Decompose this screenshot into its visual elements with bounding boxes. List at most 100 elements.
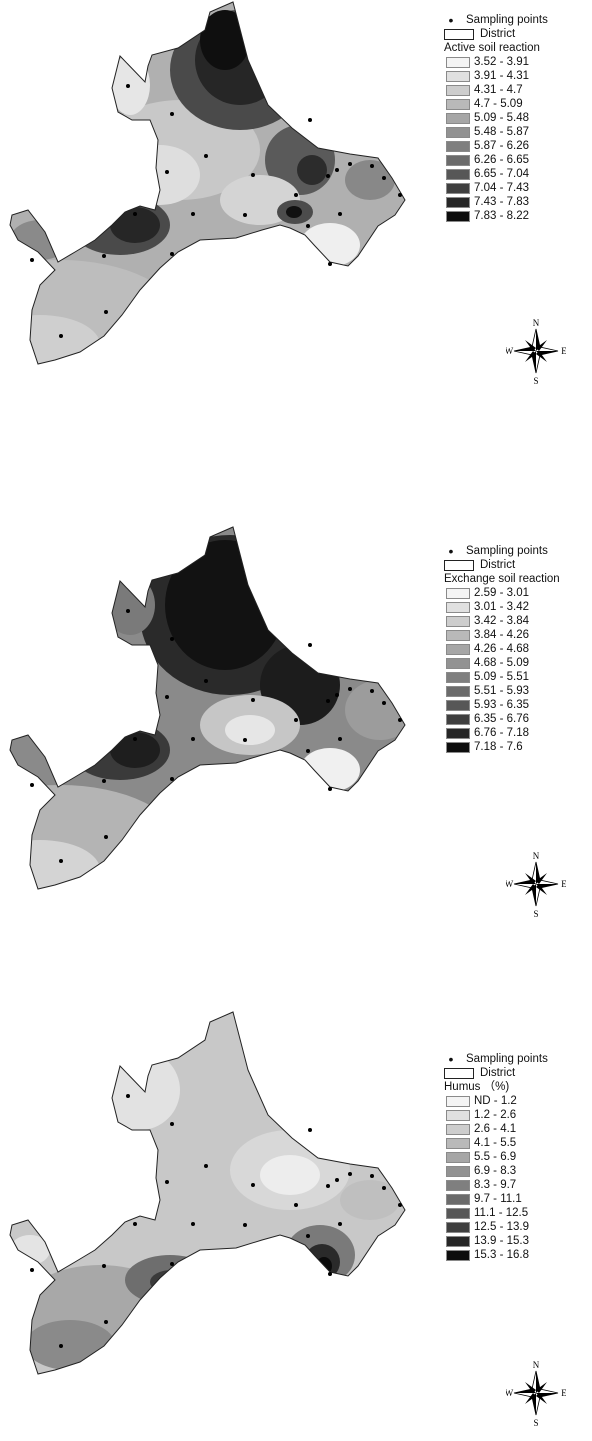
legend-swatch (446, 1095, 470, 1107)
legend-swatch (446, 1137, 470, 1149)
sampling-point-symbol: • (448, 543, 454, 559)
legend-range: 4.7 - 5.09 (474, 98, 523, 110)
legend-range: 4.31 - 4.7 (474, 84, 523, 96)
compass-label-w: W (506, 346, 514, 356)
choropleth-map-humus (9, 1011, 406, 1375)
legend-swatch (446, 98, 470, 110)
legend-swatch (446, 615, 470, 627)
legend-class: 4.1 - 5.5 (444, 1136, 548, 1150)
legend-class: 6.26 - 6.65 (444, 153, 548, 167)
legend-label: Sampling points (466, 545, 548, 557)
legend-class: 4.26 - 4.68 (444, 642, 560, 656)
legend-range: 8.3 - 9.7 (474, 1179, 517, 1191)
legend-swatch (446, 1221, 470, 1233)
legend-class: 3.52 - 3.91 (444, 55, 548, 69)
compass-label-n: N (533, 1360, 540, 1370)
legend-class: 2.59 - 3.01 (444, 586, 560, 600)
legend-swatch (446, 1193, 470, 1205)
legend-label: District (480, 1067, 516, 1079)
legend-swatch (446, 629, 470, 641)
legend-class: 6.65 - 7.04 (444, 167, 548, 181)
legend-range: 5.09 - 5.51 (474, 671, 529, 683)
legend-class: 15.3 - 16.8 (444, 1248, 548, 1262)
legend-range: 6.26 - 6.65 (474, 154, 529, 166)
choropleth-map-active-soil-reaction (9, 1, 406, 365)
legend-class: 9.7 - 11.1 (444, 1192, 548, 1206)
legend-swatch (446, 1207, 470, 1219)
legend-swatch (446, 1179, 470, 1191)
legend-swatch (446, 741, 470, 753)
legend-class: 7.18 - 7.6 (444, 740, 560, 754)
legend-range: 9.7 - 11.1 (474, 1193, 522, 1205)
legend-swatch (446, 154, 470, 166)
legend-swatch (446, 1235, 470, 1247)
legend-range: 6.76 - 7.18 (474, 727, 529, 739)
legend-swatch (446, 657, 470, 669)
sampling-points (30, 1094, 402, 1348)
legend-swatch (446, 727, 470, 739)
legend-class: 7.43 - 7.83 (444, 195, 548, 209)
compass-rose-icon: N S E W (506, 318, 566, 386)
legend-range: 4.26 - 4.68 (474, 643, 529, 655)
sampling-points (30, 84, 402, 338)
compass-rose-icon: N S E W (506, 1360, 566, 1428)
legend-class: 5.93 - 6.35 (444, 698, 560, 712)
legend-class: 3.01 - 3.42 (444, 600, 560, 614)
legend-range: 4.1 - 5.5 (474, 1137, 517, 1149)
compass-rose-icon: N S E W (506, 851, 566, 919)
legend-swatch (446, 126, 470, 138)
compass-label-n: N (533, 318, 540, 328)
legend-class: 4.31 - 4.7 (444, 83, 548, 97)
legend-swatch (446, 168, 470, 180)
legend-range: 3.01 - 3.42 (474, 601, 529, 613)
district-boundary (9, 526, 406, 890)
legend-active-soil-reaction: • Sampling points District Active soil reac… (444, 13, 548, 223)
legend-swatch (446, 70, 470, 82)
choropleth-map-exchange-soil-reaction (9, 526, 406, 890)
legend-swatch (446, 643, 470, 655)
compass-label-e: E (561, 1388, 566, 1398)
legend-range: 11.1 - 12.5 (474, 1207, 529, 1219)
legend-swatch (446, 699, 470, 711)
legend-sampling-points: • Sampling points (444, 544, 560, 558)
legend-swatch (446, 671, 470, 683)
sampling-point-symbol: • (448, 1051, 454, 1067)
legend-class: 6.76 - 7.18 (444, 726, 560, 740)
legend-class: 3.91 - 4.31 (444, 69, 548, 83)
district-symbol (444, 559, 474, 571)
district-symbol (444, 28, 474, 40)
legend-swatch (446, 56, 470, 68)
legend-range: 5.48 - 5.87 (474, 126, 529, 138)
legend-range: 5.87 - 6.26 (474, 140, 529, 152)
legend-class: ND - 1.2 (444, 1094, 548, 1108)
legend-swatch (446, 587, 470, 599)
legend-class: 7.04 - 7.43 (444, 181, 548, 195)
legend-swatch (446, 1151, 470, 1163)
legend-label: District (480, 28, 516, 40)
legend-humus: • Sampling points District Humus （%) ND - 1.… (444, 1052, 548, 1262)
legend-class: 6.35 - 6.76 (444, 712, 560, 726)
legend-range: 6.9 - 8.3 (474, 1165, 517, 1177)
legend-range: 13.9 - 15.3 (474, 1235, 529, 1247)
compass-label-s: S (533, 909, 538, 919)
legend-swatch (446, 601, 470, 613)
legend-swatch (446, 713, 470, 725)
legend-sampling-points: • Sampling points (444, 1052, 548, 1066)
legend-class: 8.3 - 9.7 (444, 1178, 548, 1192)
legend-district: District (444, 27, 548, 41)
sampling-points (30, 609, 402, 863)
map-panel-humus: • Sampling points District Humus （%) ND - 1.… (0, 1010, 592, 1430)
district-symbol (444, 1067, 474, 1079)
legend-class: 5.48 - 5.87 (444, 125, 548, 139)
district-boundary (9, 1011, 406, 1375)
legend-sampling-points: • Sampling points (444, 13, 548, 27)
compass-label-n: N (533, 851, 540, 861)
legend-class: 2.6 - 4.1 (444, 1122, 548, 1136)
legend-range: 2.6 - 4.1 (474, 1123, 517, 1135)
legend-range: 2.59 - 3.01 (474, 587, 529, 599)
legend-class: 5.5 - 6.9 (444, 1150, 548, 1164)
compass-label-w: W (506, 879, 514, 889)
legend-range: 6.35 - 6.76 (474, 713, 529, 725)
legend-class: 6.9 - 8.3 (444, 1164, 548, 1178)
legend-class: 13.9 - 15.3 (444, 1234, 548, 1248)
